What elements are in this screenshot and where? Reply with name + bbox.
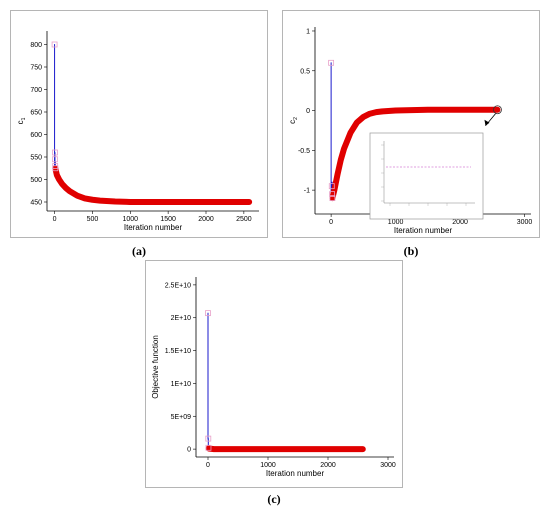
data-marker-a: [52, 149, 58, 156]
series-line-spike-a: [54, 44, 56, 171]
inset-chart: [369, 132, 484, 220]
x-tick-label: 3000: [380, 462, 396, 469]
y-tick-c: 0: [187, 447, 196, 454]
x-tick-label: 3000: [517, 219, 533, 226]
y-tick-label: 750: [30, 65, 42, 72]
x-tick-label: 2000: [452, 219, 468, 226]
y-tick-a: 650: [30, 110, 47, 117]
y-tick-label: 450: [30, 200, 42, 207]
y-tick-label: 1E+10: [171, 381, 192, 388]
chart-panel-a: 0 500 1000 1500 2000 2500 450 500 550 600 650 700 75…: [10, 10, 268, 238]
y-tick-label: -0.5: [298, 148, 310, 155]
x-axis-label-a: Iteration number: [124, 223, 183, 232]
y-tick-c: 1E+10: [171, 381, 196, 388]
y-tick-c: 2E+10: [171, 315, 196, 322]
x-tick-label: 2000: [320, 462, 336, 469]
data-marker-a: [52, 165, 59, 172]
y-tick-label: 2E+10: [171, 315, 192, 322]
x-tick-label: 1000: [260, 462, 276, 469]
y-tick-b: 1: [306, 28, 315, 35]
y-tick-label: -1: [304, 188, 310, 195]
x-axis-label-c: Iteration number: [266, 469, 325, 478]
y-tick-b: -0.5: [298, 148, 315, 155]
x-tick-b: 3000: [517, 214, 533, 226]
x-tick-label: 500: [87, 216, 99, 223]
y-tick-a: 800: [30, 42, 47, 49]
x-tick-a: 1500: [160, 211, 176, 223]
x-tick-b: 0: [329, 214, 333, 226]
x-tick-c: 1000: [260, 457, 276, 469]
series-line-converged-a: [52, 165, 253, 205]
data-marker-b: [329, 191, 335, 198]
y-tick-label: 1.5E+10: [165, 348, 191, 355]
y-axis-label-c: Objective function: [151, 335, 160, 399]
y-tick-label: 0.5: [300, 68, 310, 75]
y-tick-a: 600: [30, 132, 47, 139]
y-tick-a: 700: [30, 87, 47, 94]
data-marker-b: [329, 195, 336, 201]
y-tick-label: 0: [306, 108, 310, 115]
chart-panel-c: 0 1000 2000 3000 0 5E+09 1E+10 1.5E+10 2E+10 2.5E…: [145, 260, 403, 488]
x-tick-a: 1000: [122, 211, 138, 223]
x-tick-label: 1000: [122, 216, 138, 223]
y-tick-label: 700: [30, 87, 42, 94]
caption-c: (c): [267, 492, 281, 506]
y-axis-label-a: c1: [16, 117, 27, 124]
y-tick-b: 0.5: [300, 68, 315, 75]
x-tick-a: 2500: [236, 211, 252, 223]
series-line-converged-c: [205, 445, 366, 453]
data-marker-c: [205, 310, 211, 317]
x-tick-label: 2500: [236, 216, 252, 223]
y-tick-c: 1.5E+10: [165, 348, 196, 355]
y-tick-a: 500: [30, 177, 47, 184]
data-marker-a: [52, 156, 58, 163]
y-tick-b: -1: [304, 188, 315, 195]
x-tick-c: 3000: [380, 457, 396, 469]
x-tick-c: 2000: [320, 457, 336, 469]
data-marker-b: [328, 183, 335, 190]
y-tick-label: 600: [30, 132, 42, 139]
zoom-circle: [493, 105, 502, 115]
y-axis-label-b: c2: [288, 117, 299, 124]
y-tick-b: 0: [306, 108, 315, 115]
chart-a: 0 500 1000 1500 2000 2500 450 500 550 600 650 700 75…: [16, 31, 259, 232]
inset-frame: [369, 132, 484, 220]
x-tick-a: 0: [53, 211, 57, 223]
y-tick-label: 5E+09: [171, 414, 192, 421]
y-tick-label: 2.5E+10: [165, 282, 191, 289]
y-tick-label: 550: [30, 155, 42, 162]
caption-a: (a): [132, 244, 146, 258]
chart-c: 0 1000 2000 3000 0 5E+09 1E+10 1.5E+10 2E+10 2.5E…: [151, 277, 396, 478]
y-tick-label: 800: [30, 42, 42, 49]
x-axis-label-b: Iteration number: [394, 226, 453, 235]
x-tick-c: 0: [206, 457, 210, 469]
data-marker-b: [328, 59, 335, 66]
y-tick-label: 650: [30, 110, 42, 117]
x-tick-label: 0: [329, 219, 333, 226]
chart-b: 0 1000 2000 3000 -1 -0.5 0 0.5 1 Iteration number…: [288, 27, 533, 235]
x-tick-label: 0: [206, 462, 210, 469]
chart-panel-b: 0 1000 2000 3000 -1 -0.5 0 0.5 1 Iteration number…: [282, 10, 540, 238]
x-tick-label: 1500: [160, 216, 176, 223]
y-tick-a: 450: [30, 200, 47, 207]
y-tick-c: 5E+09: [171, 414, 196, 421]
x-tick-a: 2000: [198, 211, 214, 223]
y-tick-a: 750: [30, 65, 47, 72]
x-tick-a: 500: [87, 211, 99, 223]
y-tick-label: 1: [306, 28, 310, 35]
y-tick-label: 0: [187, 447, 191, 454]
data-marker-c: [205, 435, 212, 442]
data-marker-a: [51, 41, 58, 48]
series-line-spike-b: [330, 62, 333, 199]
x-tick-label: 1000: [388, 219, 404, 226]
x-tick-label: 0: [53, 216, 57, 223]
x-tick-label: 2000: [198, 216, 214, 223]
data-marker-c: [205, 444, 212, 451]
y-tick-a: 550: [30, 155, 47, 162]
zoom-arrowhead: [484, 119, 490, 126]
y-tick-c: 2.5E+10: [165, 282, 196, 289]
y-tick-label: 500: [30, 177, 42, 184]
caption-b: (b): [403, 244, 419, 258]
series-line-converged-b: [329, 106, 501, 202]
